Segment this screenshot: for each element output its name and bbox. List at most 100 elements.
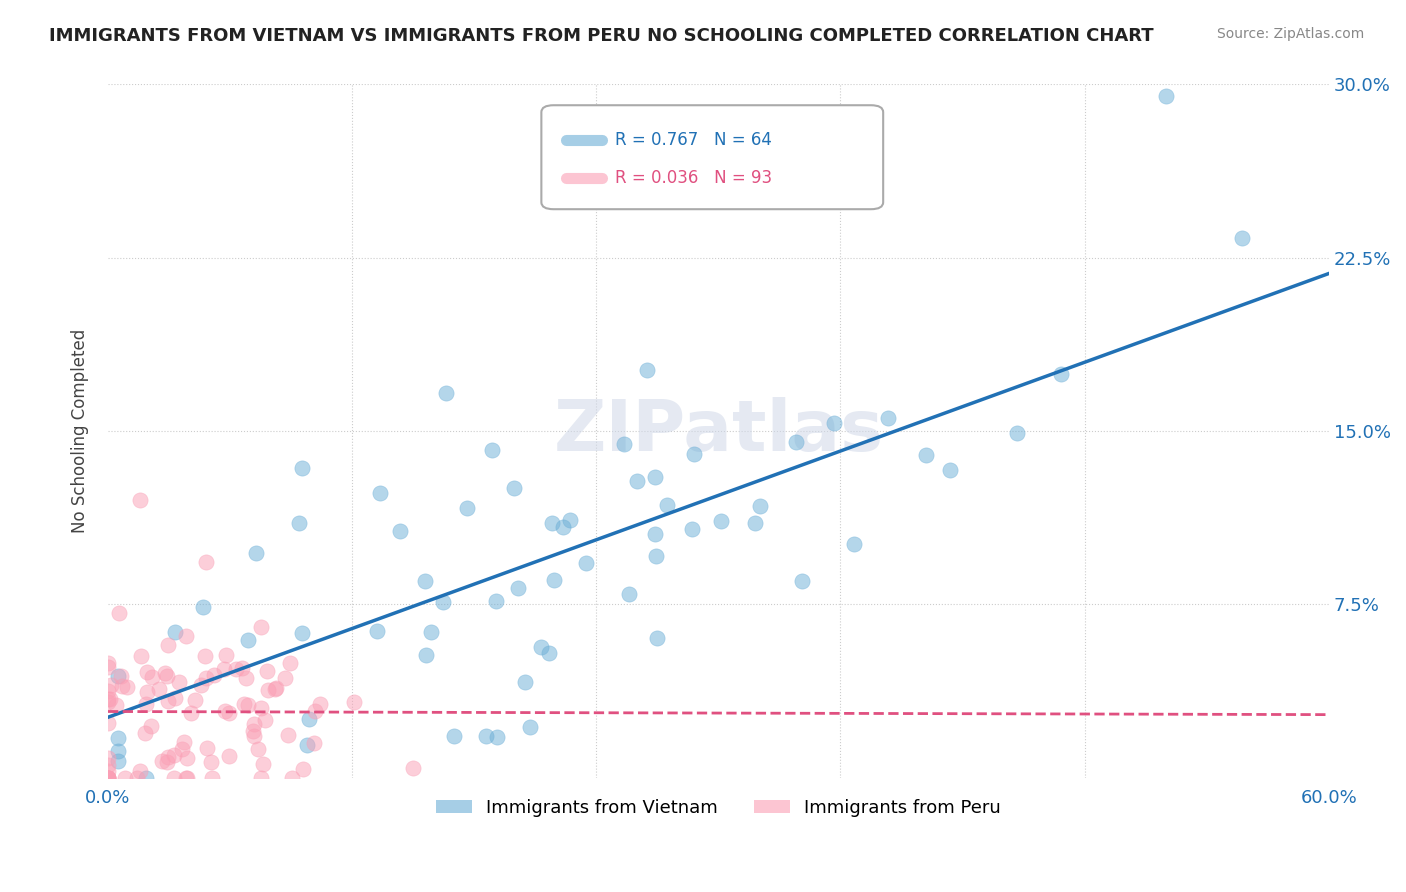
Point (877, 411, 900, 425)
Point (288, 516, 311, 531)
Point (415, 574, 437, 588)
Point (174, 629, 197, 643)
Text: ZIPatlas: ZIPatlas (554, 397, 883, 466)
Point (366, 624, 388, 639)
Point (304, 704, 326, 718)
Point (111, 679, 134, 693)
Point (173, 735, 195, 749)
Point (541, 516, 564, 530)
Point (236, 632, 259, 647)
Point (281, 771, 304, 785)
Point (456, 500, 478, 515)
Point (302, 735, 325, 749)
Point (97, 771, 120, 785)
Point (108, 606, 131, 620)
Point (914, 448, 936, 462)
Point (114, 771, 136, 785)
Point (167, 675, 190, 690)
Point (683, 447, 706, 461)
Point (163, 691, 186, 706)
Point (97, 691, 120, 706)
Point (180, 706, 202, 720)
Point (291, 460, 314, 475)
Point (225, 662, 247, 676)
Point (155, 666, 177, 681)
Point (292, 762, 315, 776)
Point (252, 756, 274, 771)
Point (235, 671, 257, 685)
Point (443, 729, 465, 743)
Point (519, 719, 541, 733)
Point (200, 756, 222, 770)
Point (97, 683, 120, 698)
Point (657, 498, 679, 512)
Text: IMMIGRANTS FROM VIETNAM VS IMMIGRANTS FROM PERU NO SCHOOLING COMPLETED CORRELATI: IMMIGRANTS FROM VIETNAM VS IMMIGRANTS FR… (49, 27, 1154, 45)
Point (163, 748, 186, 763)
Text: R = 0.767   N = 64: R = 0.767 N = 64 (614, 131, 772, 149)
Point (97, 764, 120, 778)
Point (97, 771, 120, 785)
Point (194, 648, 217, 663)
Point (308, 697, 330, 711)
Point (246, 742, 269, 756)
Point (823, 416, 845, 430)
Point (135, 698, 157, 712)
Point (1049, 367, 1071, 381)
Point (402, 761, 425, 775)
Point (485, 730, 508, 744)
Point (104, 698, 127, 713)
Point (107, 668, 129, 682)
Point (844, 537, 866, 551)
Point (939, 463, 962, 477)
Point (242, 729, 264, 743)
Point (617, 587, 640, 601)
Point (295, 738, 318, 752)
Point (156, 755, 179, 769)
Point (156, 749, 179, 764)
Point (253, 713, 276, 727)
Point (644, 470, 666, 484)
Point (575, 556, 598, 570)
Point (644, 527, 666, 541)
Point (1005, 426, 1028, 441)
Point (157, 638, 180, 652)
Point (97, 758, 120, 772)
Point (97, 771, 120, 785)
Text: Source: ZipAtlas.com: Source: ZipAtlas.com (1216, 27, 1364, 41)
Point (134, 726, 156, 740)
Point (97, 656, 120, 670)
Point (257, 682, 280, 697)
Point (218, 706, 240, 721)
Point (368, 486, 391, 500)
Point (194, 555, 217, 569)
Point (645, 631, 668, 645)
Point (503, 481, 526, 495)
Point (256, 664, 278, 678)
Point (176, 771, 198, 785)
Point (290, 626, 312, 640)
Point (277, 728, 299, 742)
Point (163, 771, 186, 785)
Point (538, 646, 561, 660)
Point (434, 386, 457, 401)
Point (148, 681, 170, 696)
Point (432, 595, 454, 609)
Point (107, 744, 129, 758)
Point (231, 661, 253, 675)
Point (242, 723, 264, 738)
Point (135, 685, 157, 699)
Point (626, 474, 648, 488)
Point (201, 771, 224, 785)
Point (163, 624, 186, 639)
Point (110, 669, 132, 683)
Point (245, 546, 267, 560)
Point (172, 742, 194, 756)
Point (97, 660, 120, 674)
Point (135, 665, 157, 679)
Point (264, 681, 287, 696)
Point (218, 748, 240, 763)
Point (543, 573, 565, 587)
Point (530, 640, 553, 654)
Point (1230, 231, 1253, 245)
Point (191, 599, 214, 614)
